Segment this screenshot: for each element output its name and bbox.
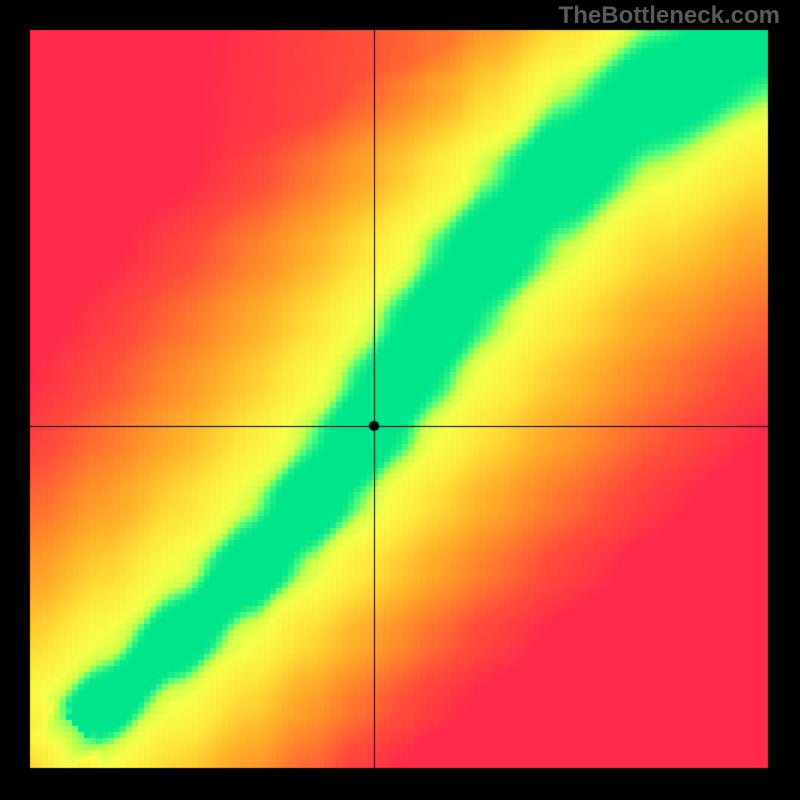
watermark-text: TheBottleneck.com: [559, 2, 780, 30]
chart-container: TheBottleneck.com: [0, 0, 800, 800]
bottleneck-heatmap: [0, 0, 800, 800]
